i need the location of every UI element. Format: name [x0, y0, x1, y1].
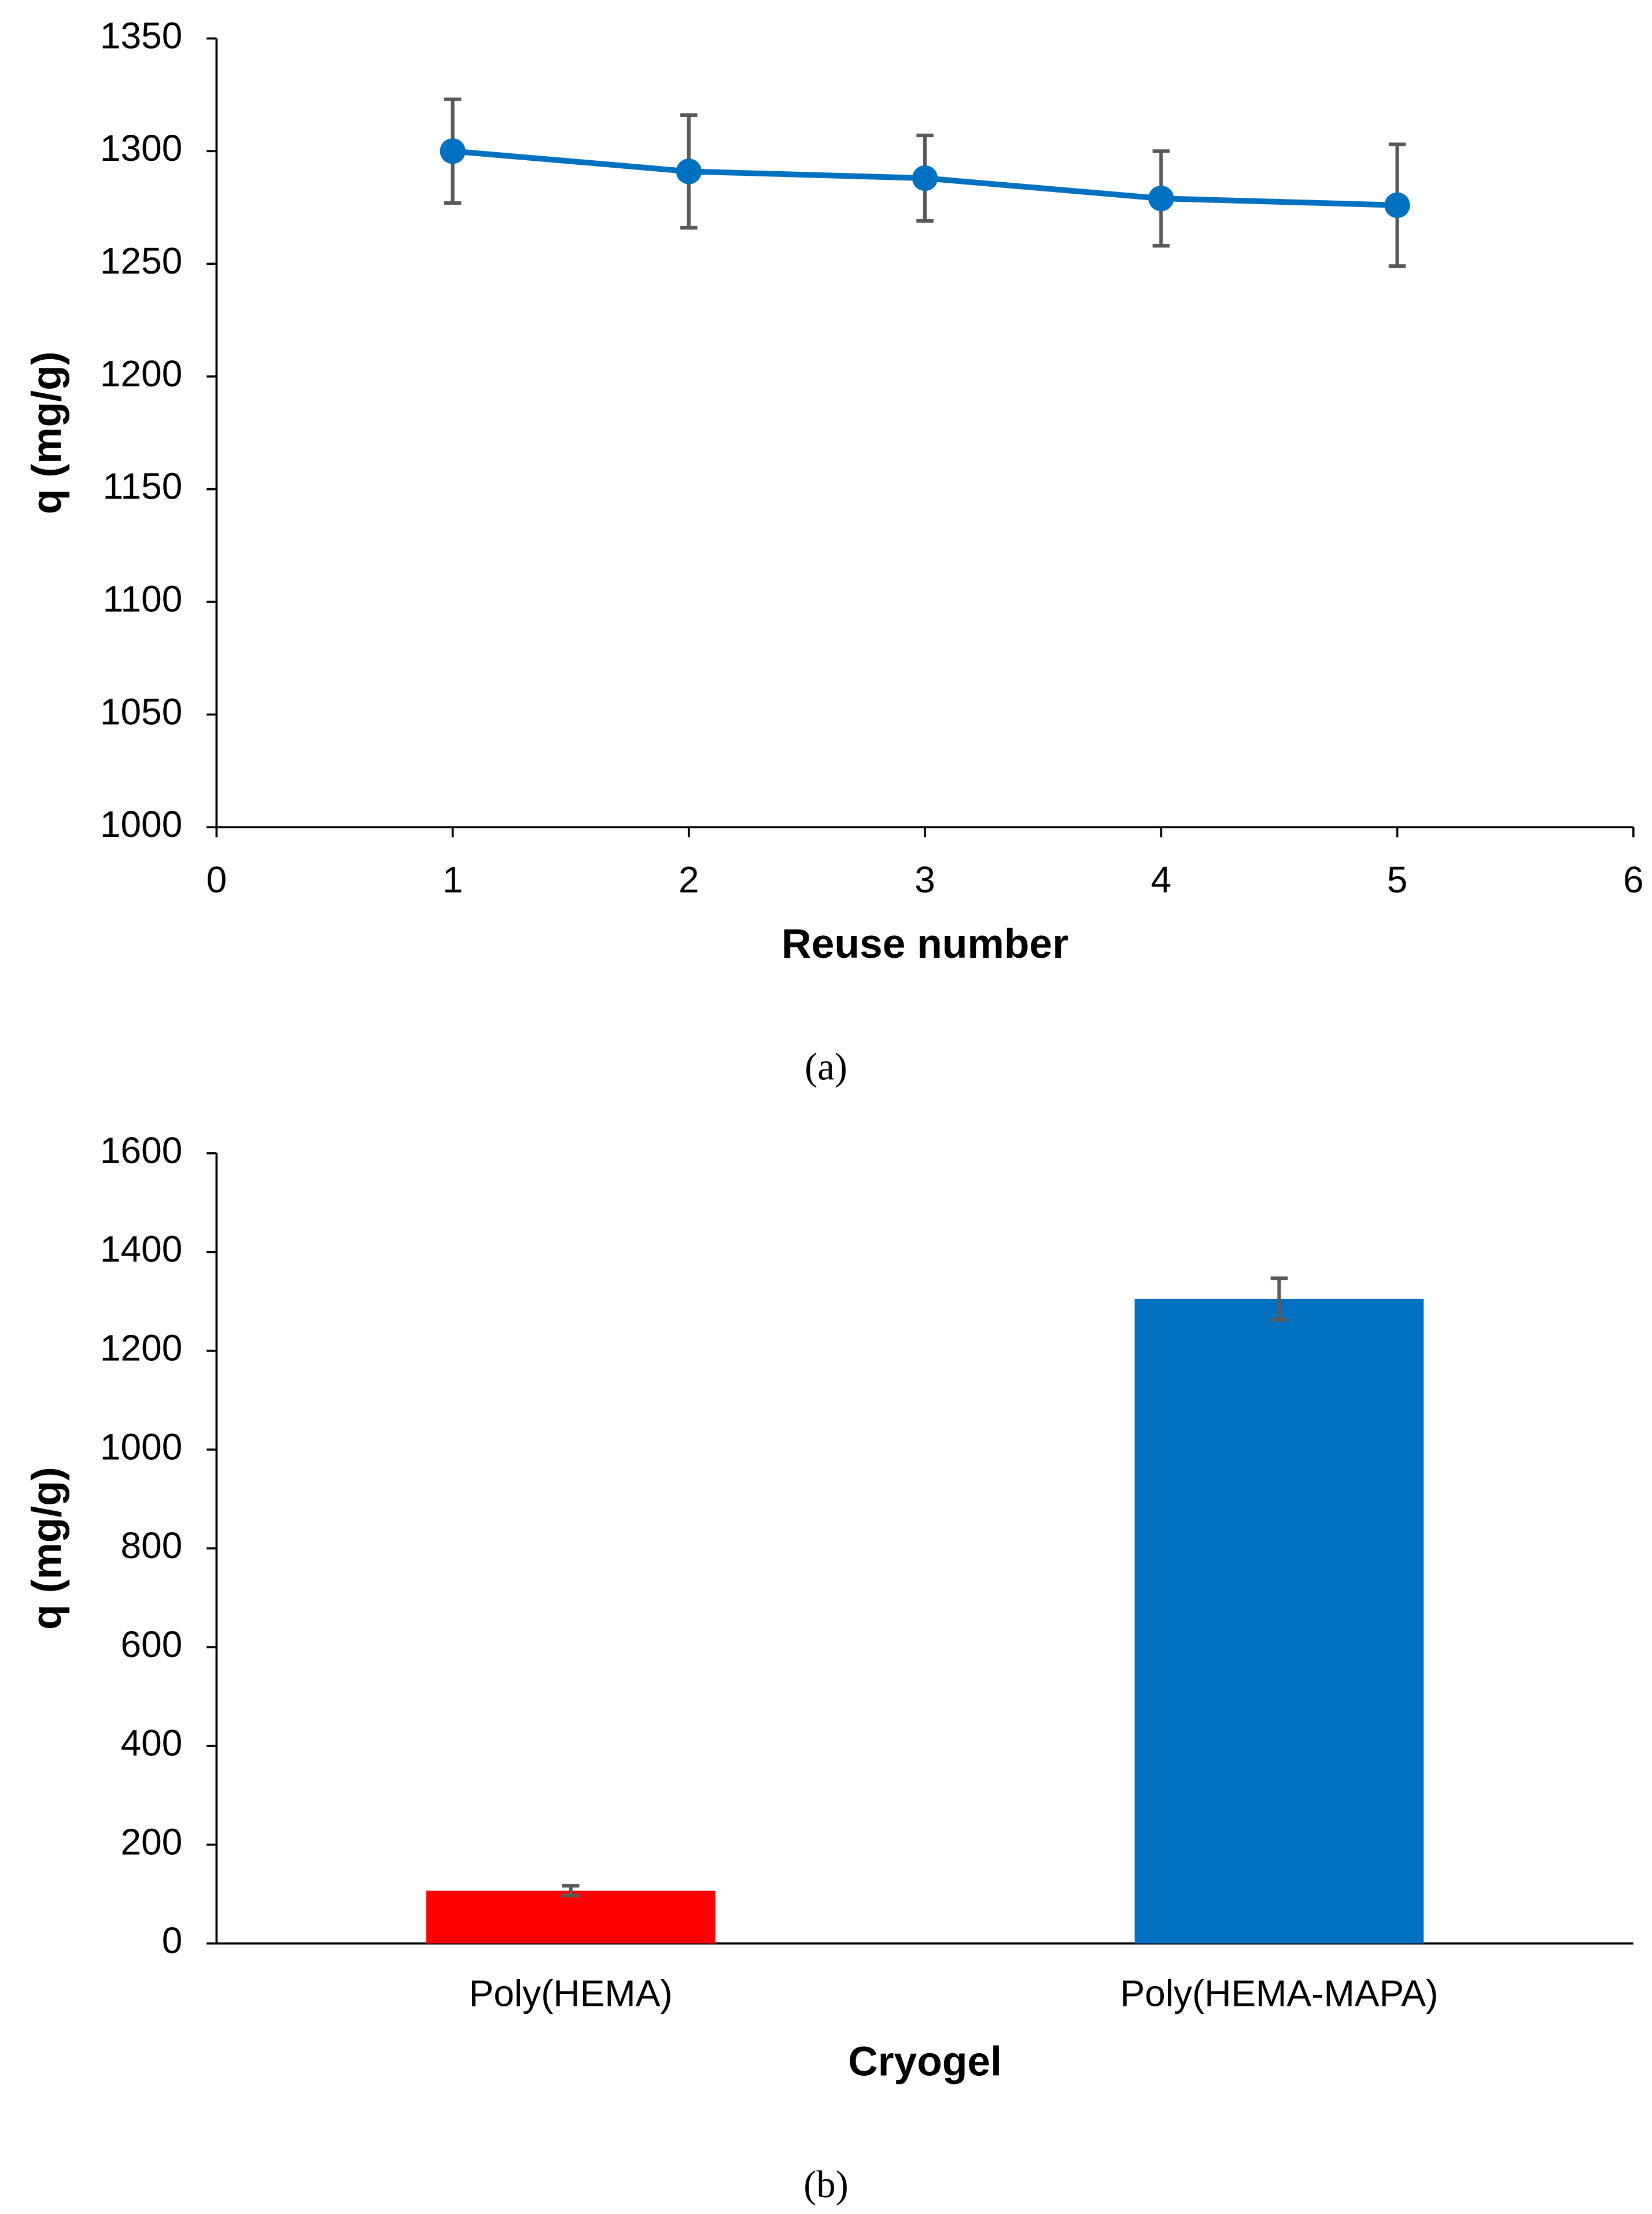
point	[1384, 192, 1410, 218]
y-tick-label: 1200	[100, 1327, 182, 1368]
y-tick-label: 600	[121, 1623, 183, 1665]
x-axis-title: Cryogel	[848, 2038, 1002, 2084]
y-tick-label: 1150	[103, 466, 183, 507]
caption: (b)	[803, 2164, 849, 2206]
x-tick-label: 6	[1623, 859, 1644, 901]
point	[1148, 185, 1174, 212]
point	[440, 138, 466, 164]
x-tick-label: Poly(HEMA-MAPA)	[1120, 1972, 1438, 2014]
y-tick-label: 1400	[100, 1228, 182, 1270]
y-tick-label: 800	[121, 1525, 183, 1566]
y-tick-label: 1250	[100, 240, 182, 282]
x-tick-label: 5	[1387, 859, 1408, 901]
y-tick-label: 400	[121, 1722, 183, 1764]
point	[676, 158, 702, 184]
x-tick-label: 3	[915, 859, 935, 901]
y-tick-label: 1000	[100, 1426, 182, 1467]
y-axis-title: q (mg/g)	[24, 352, 70, 514]
caption: (a)	[805, 1046, 847, 1088]
y-tick-label: 1050	[100, 691, 182, 732]
y-tick-label: 1100	[103, 578, 183, 620]
y-tick-label: 200	[121, 1821, 183, 1862]
error-bar	[562, 1884, 580, 1898]
y-tick-label: 1350	[100, 14, 182, 56]
y-tick-label: 0	[162, 1920, 183, 1961]
y-tick-label: 1600	[100, 1130, 182, 1171]
x-axis-title: Reuse number	[781, 921, 1068, 967]
y-axis-title: q (mg/g)	[24, 1467, 70, 1629]
bar	[1134, 1298, 1424, 1944]
error-bar	[1270, 1276, 1288, 1322]
y-tick-label: 1200	[100, 353, 182, 394]
x-tick-label: 2	[679, 859, 699, 901]
point	[912, 165, 938, 191]
x-tick-label: Poly(HEMA)	[469, 1972, 673, 2014]
x-tick-label: 0	[207, 859, 227, 901]
x-tick-label: 4	[1151, 859, 1172, 901]
y-tick-label: 1300	[100, 127, 182, 169]
x-tick-label: 1	[443, 859, 463, 901]
y-tick-label: 1000	[100, 803, 182, 845]
bar	[426, 1890, 716, 1944]
